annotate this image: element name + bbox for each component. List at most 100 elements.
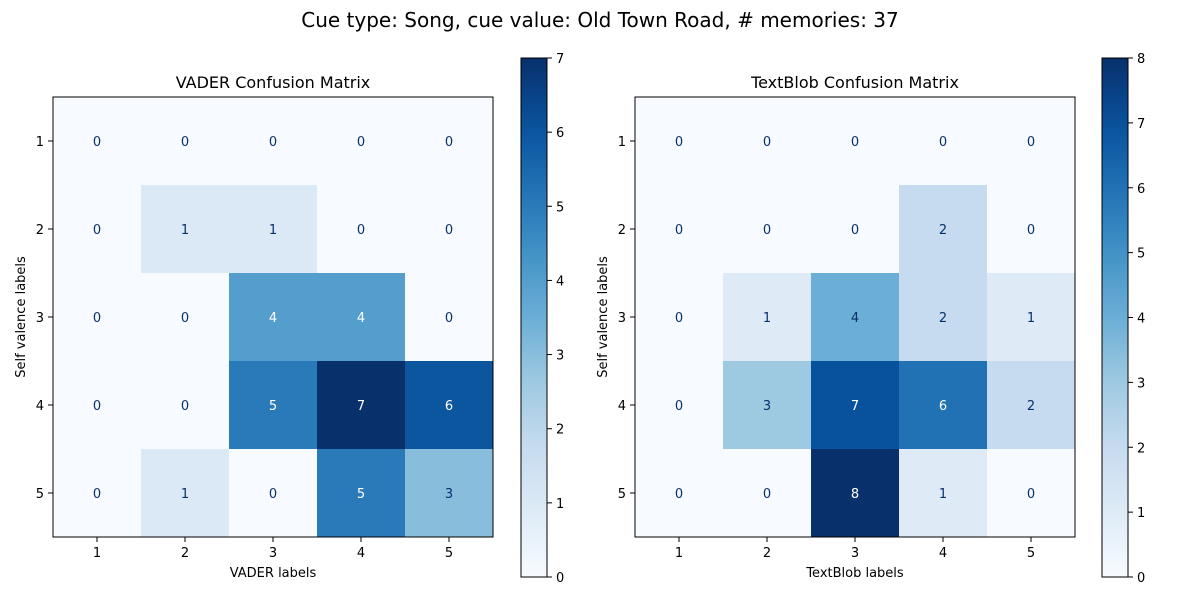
chart2-cell-value-r1-c4: 0 <box>939 135 947 150</box>
chart1-cell-value-r5-c2: 1 <box>181 487 189 502</box>
chart2-colorbar-tick-label-6: 6 <box>1137 182 1145 197</box>
chart1-colorbar-tick-label-6: 6 <box>556 126 564 141</box>
chart1-cell-r3-c1 <box>53 273 142 362</box>
chart2-cell-value-r4-c5: 2 <box>1027 399 1035 414</box>
chart2-cell-value-r5-c2: 0 <box>763 487 771 502</box>
chart1-cell-r4-c1 <box>53 361 142 450</box>
chart1-x-tick-label-5: 5 <box>445 546 453 561</box>
chart2-cell-r5-c4 <box>899 449 988 538</box>
chart2-cell-value-r2-c1: 0 <box>675 223 683 238</box>
chart1-cell-value-r3-c3: 4 <box>269 311 277 326</box>
chart1-cell-r1-c1 <box>53 97 142 186</box>
chart2-cell-r2-c2 <box>723 185 812 274</box>
chart1-cell-r4-c4 <box>317 361 406 450</box>
chart1-cell-r2-c5 <box>405 185 494 274</box>
chart1-cell-value-r1-c4: 0 <box>357 135 365 150</box>
chart2-cell-r1-c2 <box>723 97 812 186</box>
chart2-cell-r4-c1 <box>635 361 724 450</box>
chart2-cell-r1-c4 <box>899 97 988 186</box>
chart1-cell-r2-c2 <box>141 185 230 274</box>
chart1-x-tick-label-1: 1 <box>93 546 101 561</box>
chart2-cell-value-r3-c4: 2 <box>939 311 947 326</box>
chart2-colorbar-tick-label-0: 0 <box>1137 571 1145 586</box>
chart1-cell-value-r5-c1: 0 <box>93 487 101 502</box>
chart1-cell-value-r3-c1: 0 <box>93 311 101 326</box>
chart1-cell-r3-c5 <box>405 273 494 362</box>
chart2-cell-r3-c5 <box>987 273 1076 362</box>
chart2-cell-value-r1-c3: 0 <box>851 135 859 150</box>
chart2-cell-r4-c5 <box>987 361 1076 450</box>
chart1-colorbar-tick-label-5: 5 <box>556 200 564 215</box>
chart2-cell-value-r2-c5: 0 <box>1027 223 1035 238</box>
chart2-cell-r1-c5 <box>987 97 1076 186</box>
chart2-cell-r2-c1 <box>635 185 724 274</box>
chart2-y-axis-label: Self valence labels <box>596 256 611 378</box>
chart1-colorbar-frame <box>520 57 548 578</box>
chart2-cell-r4-c3 <box>811 361 900 450</box>
chart1-cell-r2-c4 <box>317 185 406 274</box>
chart1-colorbar-tick-label-7: 7 <box>556 52 564 67</box>
chart2-x-tick-label-5: 5 <box>1027 546 1035 561</box>
chart1-y-tick-label-2: 2 <box>36 223 44 238</box>
chart1-y-tick-label-3: 3 <box>36 311 44 326</box>
chart1-x-tick-label-4: 4 <box>357 546 365 561</box>
chart2-colorbar-tick-label-4: 4 <box>1137 312 1145 327</box>
figure-suptitle: Cue type: Song, cue value: Old Town Road… <box>301 8 899 32</box>
chart1-cell-r4-c2 <box>141 361 230 450</box>
chart2-colorbar-tick-label-5: 5 <box>1137 247 1145 262</box>
chart2-cell-value-r5-c3: 8 <box>851 487 859 502</box>
chart2-cell-value-r1-c1: 0 <box>675 135 683 150</box>
chart2-colorbar-tick-label-2: 2 <box>1137 441 1145 456</box>
chart2-cell-r3-c2 <box>723 273 812 362</box>
chart1-cell-value-r3-c4: 4 <box>357 311 365 326</box>
chart1-cell-r2-c3 <box>229 185 318 274</box>
chart1-colorbar-tick-label-0: 0 <box>556 571 564 586</box>
chart2-cell-value-r5-c4: 1 <box>939 487 947 502</box>
chart2-cell-r5-c2 <box>723 449 812 538</box>
chart2-cell-r4-c4 <box>899 361 988 450</box>
chart2-cell-r3-c3 <box>811 273 900 362</box>
chart1-cell-r1-c3 <box>229 97 318 186</box>
chart1-cell-value-r4-c5: 6 <box>445 399 453 414</box>
chart1-colorbar-tick-label-3: 3 <box>556 349 564 364</box>
chart2-title: TextBlob Confusion Matrix <box>750 73 959 92</box>
chart1-cell-value-r1-c1: 0 <box>93 135 101 150</box>
chart1-cell-value-r5-c5: 3 <box>445 487 453 502</box>
chart1-cell-r1-c4 <box>317 97 406 186</box>
chart1-y-tick-label-5: 5 <box>36 487 44 502</box>
chart1-cell-r5-c5 <box>405 449 494 538</box>
chart1-y-tick-label-1: 1 <box>36 135 44 150</box>
chart2-cell-r1-c3 <box>811 97 900 186</box>
chart1-cell-value-r4-c4: 7 <box>357 399 365 414</box>
chart2-cell-r3-c4 <box>899 273 988 362</box>
chart2-cell-r1-c1 <box>635 97 724 186</box>
chart1-cell-value-r2-c5: 0 <box>445 223 453 238</box>
chart2-colorbar-tick-label-7: 7 <box>1137 117 1145 132</box>
chart1-cell-r2-c1 <box>53 185 142 274</box>
chart1-colorbar-tick-label-1: 1 <box>556 497 564 512</box>
chart1-cell-r5-c2 <box>141 449 230 538</box>
chart1-cell-r1-c2 <box>141 97 230 186</box>
chart2-x-axis-label: TextBlob labels <box>805 566 904 581</box>
chart1-cell-value-r4-c2: 0 <box>181 399 189 414</box>
chart1-cell-r5-c1 <box>53 449 142 538</box>
chart1-cell-r4-c3 <box>229 361 318 450</box>
chart1-cell-value-r5-c4: 5 <box>357 487 365 502</box>
chart1-x-tick-label-2: 2 <box>181 546 189 561</box>
chart1-cell-r3-c3 <box>229 273 318 362</box>
chart1-y-tick-label-4: 4 <box>36 399 44 414</box>
chart1-cell-r3-c2 <box>141 273 230 362</box>
chart2-y-tick-label-1: 1 <box>618 135 626 150</box>
chart1-cell-value-r1-c5: 0 <box>445 135 453 150</box>
chart2-cell-r2-c3 <box>811 185 900 274</box>
chart2-x-tick-label-3: 3 <box>851 546 859 561</box>
chart1-cell-value-r2-c2: 1 <box>181 223 189 238</box>
chart1-colorbar-gradient <box>521 58 547 577</box>
chart2-cell-value-r2-c4: 2 <box>939 223 947 238</box>
chart2-colorbar-tick-label-8: 8 <box>1137 52 1145 67</box>
chart2-cell-value-r2-c2: 0 <box>763 223 771 238</box>
chart2-cell-value-r5-c5: 0 <box>1027 487 1035 502</box>
chart1-cell-r5-c4 <box>317 449 406 538</box>
chart2-cell-value-r1-c5: 0 <box>1027 135 1035 150</box>
